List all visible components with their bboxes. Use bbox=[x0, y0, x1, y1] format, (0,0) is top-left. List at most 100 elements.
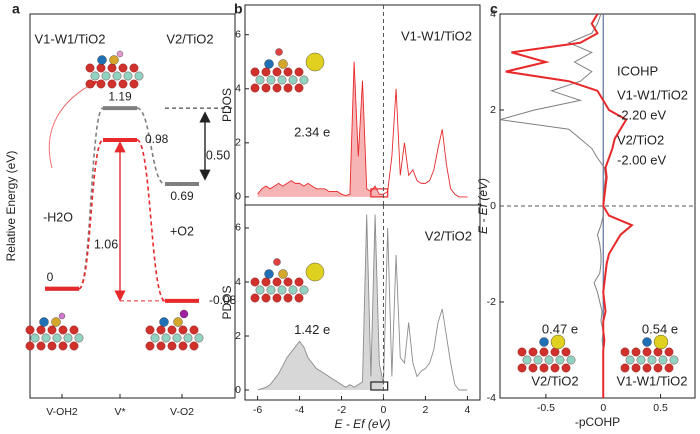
y-tick-label: 6 bbox=[235, 29, 241, 41]
atom bbox=[101, 71, 111, 81]
plot-frame bbox=[29, 13, 236, 399]
x-tick-label: 0 bbox=[381, 404, 387, 416]
atom bbox=[41, 333, 51, 343]
y-tick-label: 0 bbox=[235, 384, 241, 396]
atom bbox=[194, 333, 204, 343]
connector bbox=[136, 139, 166, 302]
atom bbox=[25, 325, 35, 335]
panel-label: b bbox=[234, 1, 243, 17]
atom bbox=[631, 363, 641, 373]
atom bbox=[58, 341, 68, 351]
atom bbox=[264, 269, 274, 279]
atom bbox=[150, 333, 160, 343]
atom bbox=[266, 285, 276, 295]
y-tick-label: 4 bbox=[235, 83, 241, 95]
x-axis-label: -pCOHP bbox=[575, 415, 620, 429]
atom bbox=[642, 337, 652, 347]
atom bbox=[189, 341, 199, 351]
atom bbox=[636, 355, 646, 365]
atom bbox=[539, 347, 549, 357]
atom bbox=[173, 317, 183, 327]
atom bbox=[47, 325, 57, 335]
y-tick-label: 2 bbox=[235, 330, 241, 342]
atom bbox=[261, 83, 271, 93]
atom bbox=[85, 63, 95, 73]
atom bbox=[277, 285, 287, 295]
atom bbox=[288, 75, 298, 85]
atom bbox=[118, 79, 128, 89]
atom bbox=[250, 277, 260, 287]
atom bbox=[528, 347, 538, 357]
atom bbox=[107, 79, 117, 89]
x-tick-label: 0.5 bbox=[653, 402, 668, 414]
y-tick-label: 4 bbox=[490, 8, 496, 20]
atom bbox=[52, 333, 62, 343]
legend-label: V2/TiO2 bbox=[617, 132, 664, 147]
x-tick-label: V-OH2 bbox=[46, 406, 78, 418]
integration-window bbox=[370, 381, 389, 391]
x-tick-label: -4 bbox=[295, 404, 304, 416]
atom bbox=[544, 355, 554, 365]
atom bbox=[69, 325, 79, 335]
structure-image bbox=[620, 334, 679, 373]
y-tick-label: -4 bbox=[487, 392, 496, 404]
atom bbox=[63, 333, 73, 343]
integration-window bbox=[370, 188, 389, 198]
atom bbox=[261, 277, 271, 287]
x-tick-label: 0 bbox=[600, 402, 606, 414]
atom bbox=[179, 309, 189, 319]
atom bbox=[159, 317, 169, 327]
y-axis-label: Relative Energy (eV) bbox=[4, 151, 18, 262]
x-tick-label: 2 bbox=[423, 404, 429, 416]
atom bbox=[277, 75, 287, 85]
structure-image bbox=[250, 258, 325, 303]
atom bbox=[255, 75, 265, 85]
atom bbox=[255, 285, 265, 295]
atom bbox=[283, 83, 293, 93]
annotation: -H2O bbox=[43, 210, 73, 224]
atom bbox=[275, 48, 283, 56]
atom bbox=[97, 55, 107, 65]
atom bbox=[156, 341, 166, 351]
y-axis-label: E - Ef (eV) bbox=[476, 178, 490, 234]
atom bbox=[183, 333, 193, 343]
legend-label: V2/TiO2 bbox=[425, 228, 472, 243]
x-tick-label: V-O2 bbox=[170, 406, 194, 418]
atom bbox=[620, 363, 630, 373]
value-label: 1.19 bbox=[108, 89, 132, 103]
legend-label: V1-W1/TiO2 bbox=[401, 28, 472, 43]
atom bbox=[283, 67, 293, 77]
legend-label: V2/TiO2 bbox=[166, 31, 213, 46]
atom bbox=[658, 355, 668, 365]
atom bbox=[305, 262, 325, 282]
y-tick-label: 0 bbox=[490, 200, 496, 212]
atom bbox=[74, 333, 84, 343]
atom bbox=[283, 293, 293, 303]
atom bbox=[561, 363, 571, 373]
atom bbox=[631, 347, 641, 357]
atom bbox=[664, 363, 674, 373]
y-tick-label: 4 bbox=[235, 276, 241, 288]
atom bbox=[250, 67, 260, 77]
atom bbox=[250, 293, 260, 303]
y-tick-label: 2 bbox=[235, 137, 241, 149]
atom bbox=[123, 71, 133, 81]
atom bbox=[129, 63, 139, 73]
plot-frame bbox=[244, 204, 481, 401]
atom bbox=[96, 63, 106, 73]
atom bbox=[189, 325, 199, 335]
atom bbox=[669, 355, 679, 365]
atom bbox=[278, 59, 288, 69]
atom bbox=[272, 293, 282, 303]
atom bbox=[299, 285, 309, 295]
panel-label: a bbox=[12, 1, 20, 17]
atom bbox=[58, 312, 66, 320]
atom bbox=[85, 79, 95, 89]
legend-label: V1-W1/TiO2 bbox=[34, 31, 105, 46]
atom bbox=[30, 333, 40, 343]
y-axis-label: PDOS bbox=[220, 88, 234, 122]
atom bbox=[39, 317, 49, 327]
atom bbox=[272, 277, 282, 287]
atom bbox=[294, 277, 304, 287]
